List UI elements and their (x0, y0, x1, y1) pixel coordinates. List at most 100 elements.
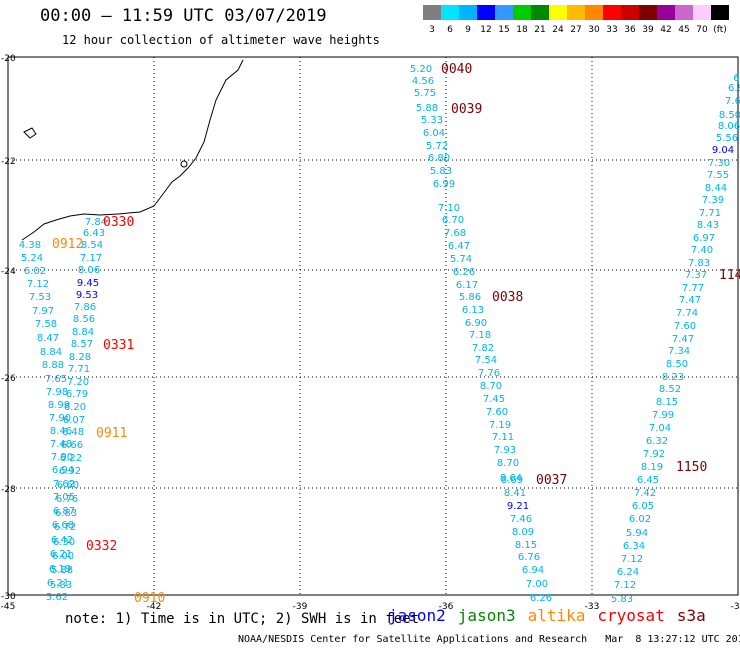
wave-height-value: 6.34 (623, 541, 645, 552)
wave-height-value: 7.60 (674, 321, 696, 332)
wave-height-value: 8.70 (480, 381, 502, 392)
track-time-label: 0038 (492, 290, 523, 305)
wave-height-value: 6.22 (60, 453, 82, 464)
wave-height-value: 6.30 (53, 537, 75, 548)
colorbar-label: 70 (696, 25, 708, 35)
wave-height-value: 6.60 (57, 480, 79, 491)
wave-height-value: 6.04 (423, 128, 445, 139)
wave-height-value: 6.24 (617, 567, 639, 578)
colorbar-swatch (621, 5, 639, 20)
colorbar-swatch (459, 5, 477, 20)
lat-axis-label: -24 (1, 267, 16, 277)
wave-height-value: 5.24 (21, 253, 43, 264)
wave-height-value: 5.72 (426, 141, 448, 152)
wave-height-value: 8.15 (656, 397, 678, 408)
wave-height-value: 7.30 (708, 158, 730, 169)
wave-height-value: 7.82 (472, 343, 494, 354)
colorbar-swatch (441, 5, 459, 20)
colorbar-label: 27 (570, 25, 581, 35)
wave-height-value: 6.76 (518, 552, 540, 563)
lon-axis-label: -30 (731, 602, 740, 612)
wave-height-value: 7.65 (45, 374, 67, 385)
wave-height-value: 7.54 (475, 355, 497, 366)
wave-height-value: 7.48 (50, 439, 72, 450)
wave-height-value: 6.42 (51, 535, 73, 546)
wave-height-value: 7.93 (494, 445, 516, 456)
wave-height-value: 6.72 (54, 522, 76, 533)
lon-axis-label: -45 (1, 602, 16, 612)
wave-height-value: 6.9 (728, 83, 740, 94)
wave-height-value: 7.11 (492, 432, 514, 443)
wave-height-value: 8.69 (501, 475, 523, 486)
track-time-label: 0330 (103, 215, 134, 230)
wave-height-value: 6.07 (63, 415, 85, 426)
satellite-legend-item-altika: altika (527, 606, 586, 625)
track-time-label: 0039 (451, 102, 482, 117)
lat-axis-label: -20 (1, 54, 16, 64)
track-time-label: 0332 (86, 539, 117, 554)
wave-height-value: 6.48 (62, 427, 84, 438)
lat-axis-label: -30 (1, 592, 16, 602)
colorbar-label: (ft) (713, 25, 727, 35)
lon-axis-label: -42 (147, 602, 162, 612)
wave-height-value: 7.90 (51, 452, 73, 463)
island (23, 127, 37, 139)
wave-height-value: 5.88 (51, 565, 73, 576)
wave-height-value: 5.94 (626, 528, 648, 539)
wave-height-value: 8.23 (662, 372, 684, 383)
wave-height-value: 4.56 (412, 76, 434, 87)
wave-height-value: 7.97 (32, 306, 54, 317)
wave-height-value: 4.38 (19, 240, 41, 251)
wave-height-value: 5.33 (421, 115, 443, 126)
wave-height-value: 6.76 (56, 494, 78, 505)
wave-height-value: 5.74 (450, 254, 472, 265)
wave-height-value: 8.99 (48, 400, 70, 411)
wave-height-value: 6.90 (465, 318, 487, 329)
wave-height-value: 7.77 (682, 283, 704, 294)
coastline (21, 59, 244, 241)
colorbar-label: 6 (447, 25, 453, 35)
wave-height-value: 8.84 (40, 347, 62, 358)
wave-height-value: 7.6 (725, 96, 740, 107)
wave-height-value: 8.57 (71, 339, 93, 350)
wave-height-value: 6.02 (629, 514, 651, 525)
wave-height-value: 8.06 (78, 265, 100, 276)
wave-height-value: 9.04 (712, 145, 734, 156)
wave-height-value: 9.53 (76, 290, 98, 301)
wave-height-value: 8.41 (504, 488, 526, 499)
track-time-label: 1150 (676, 460, 707, 475)
wave-height-value: 7.04 (649, 423, 671, 434)
track-time-label: 0037 (536, 473, 567, 488)
wave-height-value: 7.53 (29, 292, 51, 303)
satellite-legend-item-cryosat: cryosat (597, 606, 665, 625)
wave-height-value: 7.71 (699, 208, 721, 219)
wave-height-value: 8.56 (73, 314, 95, 325)
wave-height-value: 7.68 (444, 228, 466, 239)
wave-height-value: 8.44 (705, 183, 727, 194)
wave-height-value: 7.83 (688, 258, 710, 269)
colorbar-label: 36 (624, 25, 636, 35)
wave-height-value: 8.19 (641, 462, 663, 473)
track-time-label: 114 (719, 268, 740, 283)
satellite-legend-item-jason2: jason2 (388, 606, 446, 625)
wave-height-value: 7.18 (469, 330, 491, 341)
wave-height-value: 8.52 (659, 384, 681, 395)
wave-height-value: 5.56 (716, 133, 738, 144)
wave-height-value: 8.43 (697, 220, 719, 231)
wave-height-value: 6.99 (433, 179, 455, 190)
wave-height-value: 6.21 (47, 578, 69, 589)
wave-height-value: 6.83 (55, 508, 77, 519)
wave-height-value: 7.86 (74, 302, 96, 313)
wave-height-value: 6.05 (632, 501, 654, 512)
wave-height-value: 7.60 (486, 407, 508, 418)
colorbar-swatch (549, 5, 567, 20)
colorbar-swatch (675, 5, 693, 20)
track-time-label: 0911 (96, 426, 127, 441)
wave-height-value: 6.94 (52, 465, 74, 476)
wave-height-colorbar: 3 6 9 12 15 18 21 24 27 30 33 36 39 42 45 70 (ft) (423, 5, 729, 35)
wave-height-value: 5.83 (430, 166, 452, 177)
wave-height-value: 7.76 (478, 368, 500, 379)
wave-height-value: 5.88 (416, 103, 438, 114)
satellite-legend: jason2 jason3 altika cryosat s3a (388, 606, 718, 625)
wave-height-value: 8.50 (666, 359, 688, 370)
